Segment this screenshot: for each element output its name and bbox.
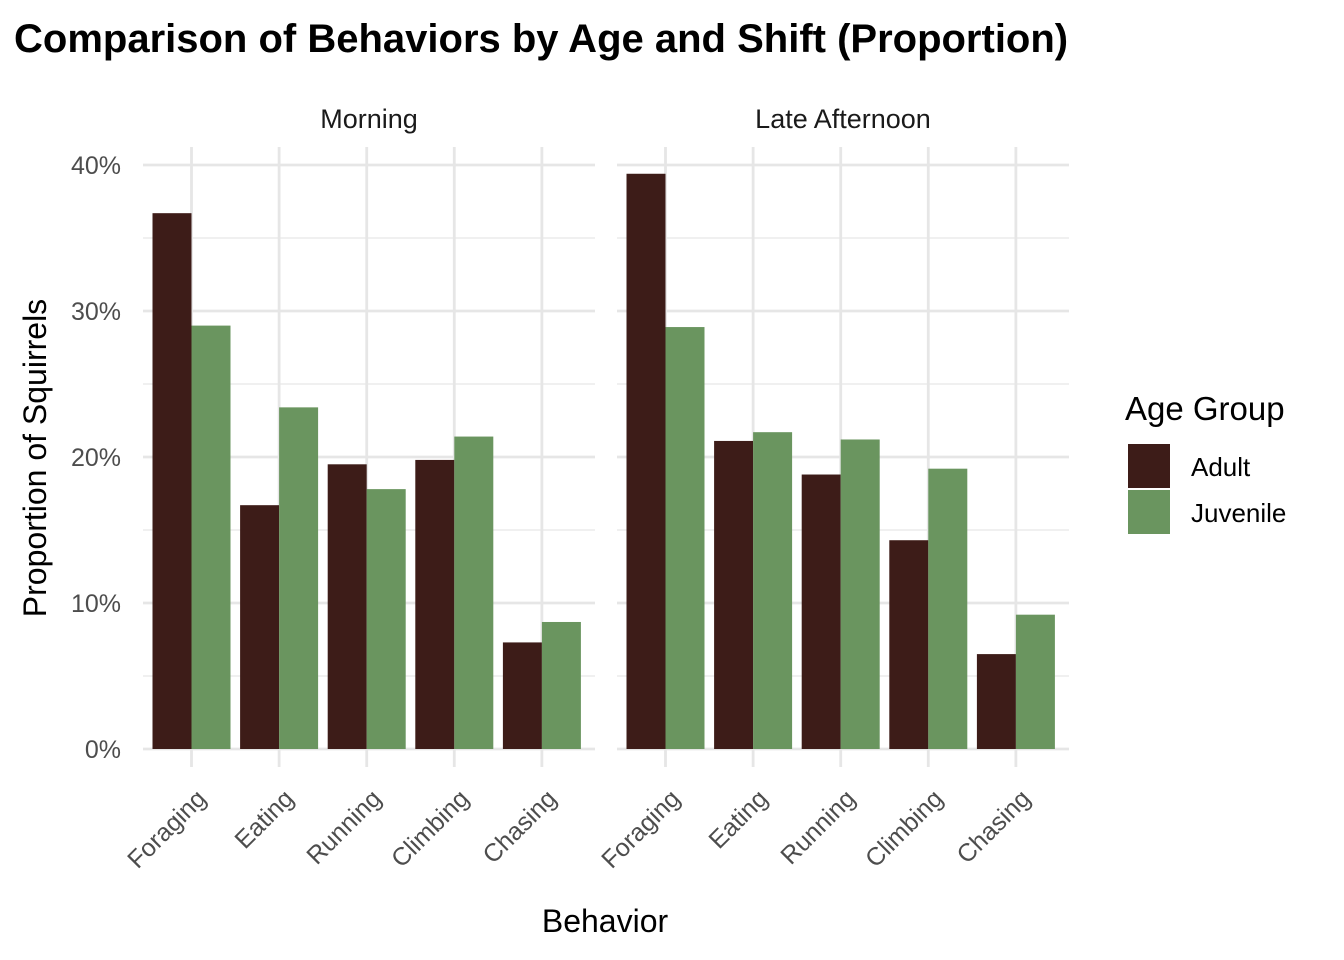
bar-adult-climbing <box>889 540 929 749</box>
bar-adult-foraging <box>152 213 192 749</box>
bar-adult-climbing <box>415 459 455 749</box>
panel-strip-label: Late Afternoon <box>755 104 931 134</box>
bar-juvenile-eating <box>279 407 319 749</box>
legend: Age Group Adult Juvenile <box>1125 390 1286 534</box>
x-tick-label: Climbing <box>860 784 949 873</box>
bar-juvenile-foraging <box>191 325 231 749</box>
legend-label-juvenile: Juvenile <box>1191 498 1286 528</box>
y-tick-label: 40% <box>71 152 121 180</box>
panel-strip-label: Morning <box>320 104 418 134</box>
bar-juvenile-climbing <box>928 468 968 749</box>
x-tick-label: Chasing <box>951 784 1036 869</box>
legend-title: Age Group <box>1125 390 1285 427</box>
bar-juvenile-running <box>840 439 880 749</box>
bar-adult-chasing <box>976 654 1016 749</box>
bar-adult-running <box>327 464 367 749</box>
legend-swatch-adult <box>1128 444 1170 488</box>
x-axis-title: Behavior <box>542 903 669 939</box>
y-tick-label: 30% <box>71 298 121 326</box>
bar-adult-eating <box>714 440 754 749</box>
bar-juvenile-climbing <box>454 436 494 749</box>
chart-title: Comparison of Behaviors by Age and Shift… <box>14 17 1068 61</box>
x-tick-label: Eating <box>703 784 773 854</box>
x-tick-label: Climbing <box>386 784 475 873</box>
panel-late-afternoon: Late Afternoon Foraging Eating Running Climb… <box>596 104 1069 874</box>
bar-juvenile-eating <box>753 432 793 749</box>
panel-morning: Morning Foraging Eating Running Climbing Chas… <box>122 104 595 874</box>
y-tick-label: 0% <box>85 736 121 764</box>
bar-adult-chasing <box>502 642 542 749</box>
bar-adult-eating <box>240 505 280 749</box>
x-tick-label: Chasing <box>477 784 562 869</box>
bar-juvenile-chasing <box>1015 614 1055 749</box>
bar-juvenile-foraging <box>665 327 705 749</box>
y-axis-title: Proportion of Squirrels <box>17 299 53 617</box>
legend-swatch-juvenile <box>1128 490 1170 534</box>
bar-juvenile-chasing <box>541 621 581 749</box>
bar-adult-foraging <box>626 173 666 749</box>
y-tick-label: 10% <box>71 590 121 618</box>
x-tick-label: Foraging <box>596 784 686 874</box>
y-tick-label: 20% <box>71 444 121 472</box>
bar-juvenile-running <box>366 489 406 749</box>
x-tick-label: Foraging <box>122 784 212 874</box>
x-tick-label: Running <box>301 784 387 870</box>
legend-label-adult: Adult <box>1191 452 1251 482</box>
x-tick-label: Eating <box>229 784 299 854</box>
bar-adult-running <box>801 474 841 749</box>
x-tick-label: Running <box>775 784 861 870</box>
